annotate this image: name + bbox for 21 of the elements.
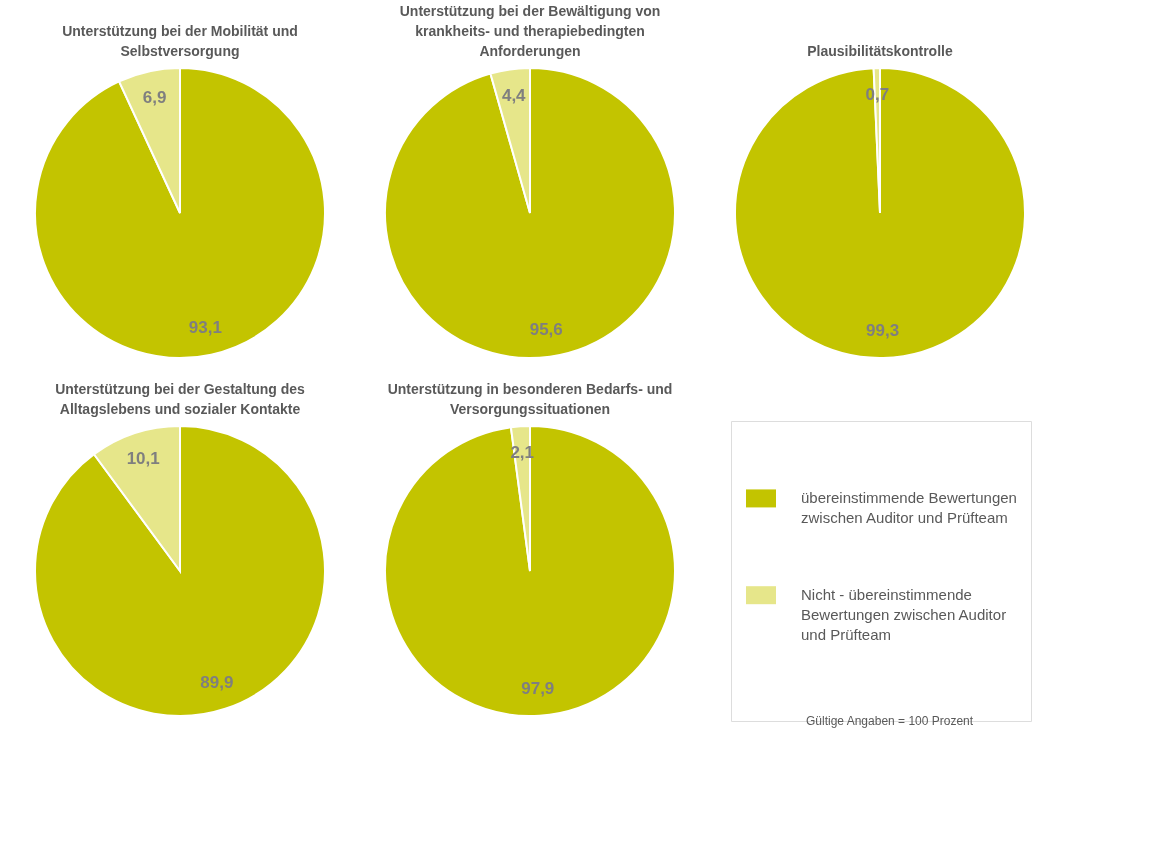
data-label: 10,1 [126,448,160,468]
legend-label: Nicht - übereinstimmende Bewertungen zwischen Auditor und Prüfteam [801,586,1007,644]
pie-slice [384,425,676,717]
data-label: 93,1 [188,318,222,338]
text: Gültige Angaben = 100 Prozent [806,714,974,728]
data-label: 4,4 [501,86,527,106]
pie-slice [34,425,326,717]
legend-label: übereinstimmende Bewertungen zwischen Auditor und Prüfteam [801,489,1017,527]
chart-title: Unterstützung bei der Mobilität und Selbstversorgung [62,23,298,59]
data-label: 99,3 [866,320,900,340]
chart-title: Unterstützung bei der Bewältigung von krankheits- und therapiebedingten Anforderungen [399,3,661,59]
pie-slice [34,67,326,359]
chart-title: Unterstützung in besonderen Bedarfs- und Versorgungssituationen [387,381,673,417]
pie-slice [734,67,1026,359]
pie-slice [384,67,676,359]
chart-title: Plausibilitätskontrolle [807,43,953,59]
data-label: 95,6 [529,319,563,339]
data-label: 6,9 [142,87,167,107]
data-label: 97,9 [521,678,555,698]
data-label: 89,9 [200,673,234,693]
chart-title: Unterstützung bei der Gestaltung des Alltagslebens und sozialer Kontakte [55,381,306,417]
